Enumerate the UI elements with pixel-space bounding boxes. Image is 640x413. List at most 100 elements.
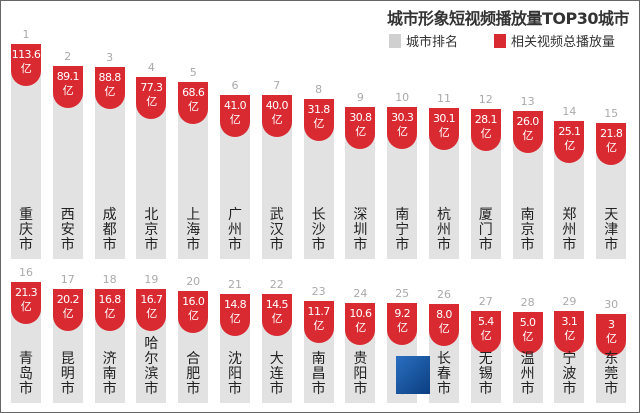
unit-label: 亿 [271,312,283,325]
rank-label: 9 [356,91,364,104]
unit-label: 亿 [438,322,450,335]
value-badge: 10.6 亿 [345,303,376,345]
value-label: 41.0 [223,99,247,112]
city-label: 沈 阳 市 [228,351,242,397]
rank-label: 17 [60,273,75,286]
city-label: 昆 明 市 [60,351,75,397]
unit-label: 亿 [104,307,115,320]
value-badge: 88.8 亿 [94,67,125,109]
city-label: 宁 波 市 [562,351,577,397]
value-badge: 16.8 亿 [94,289,125,331]
rank-label: 26 [437,288,451,301]
value-label: 88.8 [98,71,122,84]
rank-label: 27 [478,295,493,308]
value-badge: 31.8 亿 [303,99,334,141]
rank-label: 4 [147,61,155,74]
city-label: 青 岛 市 [19,351,33,397]
city-label: 长 春 市 [437,351,451,397]
unit-label: 亿 [313,319,324,332]
unit-label: 亿 [480,329,492,342]
rank-label: 24 [353,287,368,300]
value-label: 16.8 [98,293,122,306]
value-label: 77.3 [140,81,163,94]
value-badge: 8.0 亿 [429,304,459,346]
rank-label: 8 [315,83,323,96]
value-label: 25.1 [558,125,581,138]
unit-label: 亿 [146,307,157,320]
city-label: 南 昌 市 [311,351,326,397]
rank-label: 25 [395,287,410,300]
city-label: 大 连 市 [269,351,284,397]
rank-label: 11 [437,92,451,105]
value-badge: 26.0 亿 [512,111,543,153]
value-badge: 25.1 亿 [554,121,585,163]
city-label: 西 安 市 [60,207,75,253]
city-label: 合 肥 市 [186,351,201,397]
rank-label: 16 [19,266,33,279]
chart-title: 城市形象短视频播放量TOP30城市 [386,9,630,28]
city-label: 长 沙 市 [311,207,326,253]
value-badge: 16.0 亿 [178,291,209,333]
city-label: 广 州 市 [228,207,242,253]
value-label: 14.8 [223,298,247,311]
value-badge: 30.3 亿 [387,107,418,149]
value-badge: 20.2 亿 [52,289,83,331]
rank-label: 6 [231,79,239,92]
rank-label: 12 [478,93,493,106]
unit-label: 亿 [480,127,492,140]
rank-label: 19 [144,273,159,286]
rank-label: 23 [311,285,326,298]
value-label: 11.7 [307,305,331,318]
value-badge: 14.5 亿 [261,294,292,336]
value-badge: 40.0 亿 [261,95,292,137]
value-badge: 16.7 亿 [136,289,167,331]
unit-label: 亿 [522,129,533,142]
value-badge: 30.1 亿 [429,108,459,150]
value-label: 5.0 [519,316,536,329]
city-label: 杭 州 市 [437,207,451,253]
unit-label: 亿 [20,300,32,313]
rank-label: 14 [562,105,577,118]
city-label: 成 都 市 [102,207,117,253]
value-label: 21.3 [14,286,38,299]
city-label: 厦 门 市 [478,207,493,253]
value-label: 3.1 [561,315,578,328]
unit-label: 亿 [62,307,74,320]
unit-label: 亿 [229,113,241,126]
unit-label: 亿 [564,329,575,342]
value-badge: 28.1 亿 [470,109,501,151]
value-badge: 30.8 亿 [345,107,376,149]
unit-label: 亿 [355,125,366,138]
rank-label: 15 [604,107,619,120]
value-badge: 11.7 亿 [303,301,334,343]
value-label: 89.1 [56,70,80,83]
value-badge: 77.3 亿 [136,77,167,119]
city-label: 武 汉 市 [269,207,284,253]
value-badge: 113.6 亿 [11,44,41,86]
unit-label: 亿 [20,62,32,75]
legend-label: 相关视频总播放量 [511,35,616,50]
value-label: 16.7 [140,293,163,306]
rank-label: 29 [562,295,577,308]
unit-label: 亿 [187,309,199,322]
city-label: 天 津 市 [604,207,619,253]
value-label: 30.3 [391,111,414,124]
unit-label: 亿 [62,84,74,97]
value-label: 30.8 [349,111,372,124]
unit-label: 亿 [146,95,157,108]
city-label: 南 宁 市 [395,207,410,253]
unit-label: 亿 [396,321,408,334]
city-label: 哈 尔 滨 市 [144,336,159,397]
value-label: 3 [607,318,615,331]
rank-label: 1 [22,28,30,41]
value-label: 28.1 [474,113,498,126]
city-label: 郑 州 市 [562,207,577,253]
value-label: 26.0 [516,115,540,128]
unit-label: 亿 [313,117,324,130]
value-badge: 5.4 亿 [470,311,501,353]
rank-label: 28 [520,296,535,309]
unit-label: 亿 [605,332,617,345]
rank-label: 20 [186,275,201,288]
